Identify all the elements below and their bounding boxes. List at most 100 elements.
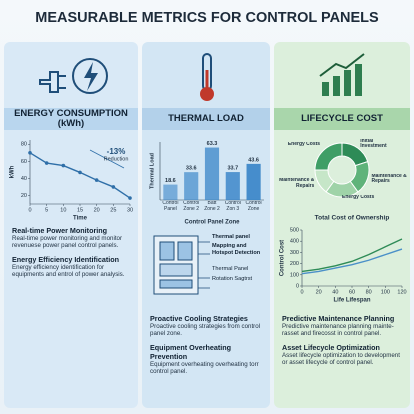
item-text: Predictive maintenance planning mainte-r…	[282, 323, 394, 338]
x-tick-label: 120	[397, 289, 406, 295]
x-tick-label-box: Control Zon 3	[224, 201, 241, 212]
x-tick-label-box: Batt Zone 2	[204, 201, 220, 211]
diagram-labels: Thermal panel Mapping and Hotspot Detect…	[212, 234, 268, 282]
x-tick-label: Control Zone 2	[183, 201, 200, 212]
marker	[128, 196, 132, 200]
item-heading: Asset Lifecycle Optimization	[282, 342, 380, 352]
x-tick-label-box: Control Panel	[162, 201, 178, 211]
annotation: -13%	[107, 147, 126, 156]
bar	[184, 172, 199, 200]
y-axis-label: kWh	[10, 165, 16, 178]
item-heading: Proactive Cooling Strategies	[150, 314, 248, 323]
bar	[204, 147, 220, 200]
item-text: Proactive cooling strategies from contro…	[150, 323, 261, 338]
x-tick-label: 30	[127, 207, 133, 213]
y-tick-label: 400	[290, 239, 299, 245]
item-heading: Real-time Power Monitoring	[12, 226, 108, 235]
panel: THERMAL LOAD Thermal panel Mapping and H…	[142, 42, 270, 408]
panel-header: LIFECYCLE COST	[274, 108, 410, 130]
slice-label: Maintenance & Repairs	[279, 178, 315, 189]
x-tick-label: 25	[110, 207, 116, 213]
x-tick-label: 40	[332, 289, 338, 295]
item-heading: Predictive Maintenance Planning	[282, 314, 395, 323]
x-tick-label: 60	[349, 289, 355, 295]
marker	[78, 170, 82, 175]
y-axis-label: Thermal Load	[149, 153, 155, 189]
title: MEASURABLE METRICS FOR CONTROL PANELS	[35, 10, 379, 26]
bar	[163, 184, 178, 200]
item-heading: Equipment Overheating Prevention	[150, 342, 232, 361]
diagram-label: Mapping and Hotspot Detection	[212, 243, 261, 256]
bar	[246, 163, 261, 200]
panel-header: THERMAL LOAD	[142, 108, 270, 130]
slice-label: Initial Investment	[360, 138, 387, 150]
marker	[94, 178, 99, 182]
chart: Initial Investment Maintenance & Repairs E…	[279, 138, 407, 200]
x-axis-label: Control Panel Zone	[184, 220, 240, 226]
slice-label-box: Energy Costs	[342, 195, 375, 200]
x-tick-label: 15	[77, 207, 83, 213]
annotation-arrow	[89, 149, 125, 169]
item-text: Asset lifecycle optimization to developm…	[282, 351, 400, 367]
slice-label: Energy Costs	[287, 142, 321, 148]
panel: LIFECYCLE COST Predictive Maintenance Pl…	[274, 42, 410, 408]
bar	[225, 172, 240, 200]
y-tick-label: 20	[21, 193, 27, 199]
items: Proactive Cooling Strategies Proactive c…	[150, 314, 264, 381]
item-text: Equipment overheating overheating torr c…	[150, 360, 259, 376]
x-tick-label: Control Zon 3	[224, 201, 241, 212]
icon	[319, 53, 365, 96]
slice-label-box: Maintenance & Repairs	[279, 178, 315, 189]
y-axis-label: Control Cost	[280, 240, 286, 276]
diagram-label: Thermal panel	[212, 234, 250, 240]
slice-label-box: Maintenance & Repairs	[371, 173, 407, 185]
chart: Total Cost of Ownership 0 100 200 300 400 500 0…	[280, 215, 407, 304]
slice-label: Maintenance & Repairs	[371, 173, 407, 185]
diagram-label: Thermal Panel	[212, 266, 249, 273]
icon	[200, 53, 214, 101]
x-tick-label: 80	[366, 289, 372, 295]
chart: 18.6 Control Panel 33.6 Control Zone 2 63.3 B…	[149, 141, 264, 226]
items: Real-time Power Monitoring Real-time pow…	[12, 226, 132, 284]
x-tick-label: 20	[94, 207, 100, 213]
panel: ENERGY CONSUMPTION (kWh) Real-time Power…	[4, 42, 138, 408]
marker	[111, 185, 116, 189]
x-tick-label: 0	[28, 207, 31, 213]
x-tick-label: 100	[381, 289, 390, 295]
slice	[314, 142, 343, 171]
y-tick-label: 300	[290, 250, 299, 256]
value-label: 43.6	[248, 157, 259, 163]
diagram-label: Rotation Sagtrst	[212, 275, 253, 282]
line	[301, 248, 403, 275]
panel-header: ENERGY CONSUMPTION (kWh)	[4, 108, 138, 130]
y-tick-label: 500	[290, 227, 299, 233]
marker	[44, 161, 49, 165]
x-tick-label: Control Zone	[245, 201, 262, 212]
y-tick-label: 80	[21, 142, 27, 148]
chart-title: Total Cost of Ownership	[315, 215, 390, 222]
value-label: 33.6	[186, 166, 197, 172]
item-heading: Energy Efficiency Identification	[12, 254, 120, 264]
chart: 20 40 60 80 0 5 10 15 20 25 30 Time kWh -13%Reduction	[10, 140, 133, 222]
x-tick-label: 10	[60, 207, 66, 213]
annotation: Reduction	[104, 156, 129, 162]
marker	[28, 151, 32, 155]
y-tick-label: 0	[296, 283, 299, 289]
x-axis-label: Time	[73, 216, 88, 222]
slice-label-box: Initial Investment	[360, 138, 387, 150]
y-tick-label: 40	[21, 176, 27, 182]
x-tick-label: 5	[45, 207, 48, 213]
x-tick-label: 0	[300, 289, 303, 295]
items: Predictive Maintenance Planning Predicti…	[282, 314, 404, 372]
marker	[61, 163, 66, 168]
slice-label: Energy Costs	[342, 195, 375, 200]
icon	[39, 58, 108, 94]
y-tick-label: 60	[21, 159, 27, 165]
y-tick-label: 100	[290, 272, 299, 278]
item-text: Energy efficiency identification for equ…	[12, 263, 125, 279]
thermal-diagram	[153, 235, 210, 295]
x-tick-label-box: Control Zone	[245, 201, 262, 212]
x-tick-label: 20	[316, 289, 322, 295]
item-text: Real-time power monitoring and monitor r…	[12, 235, 123, 250]
